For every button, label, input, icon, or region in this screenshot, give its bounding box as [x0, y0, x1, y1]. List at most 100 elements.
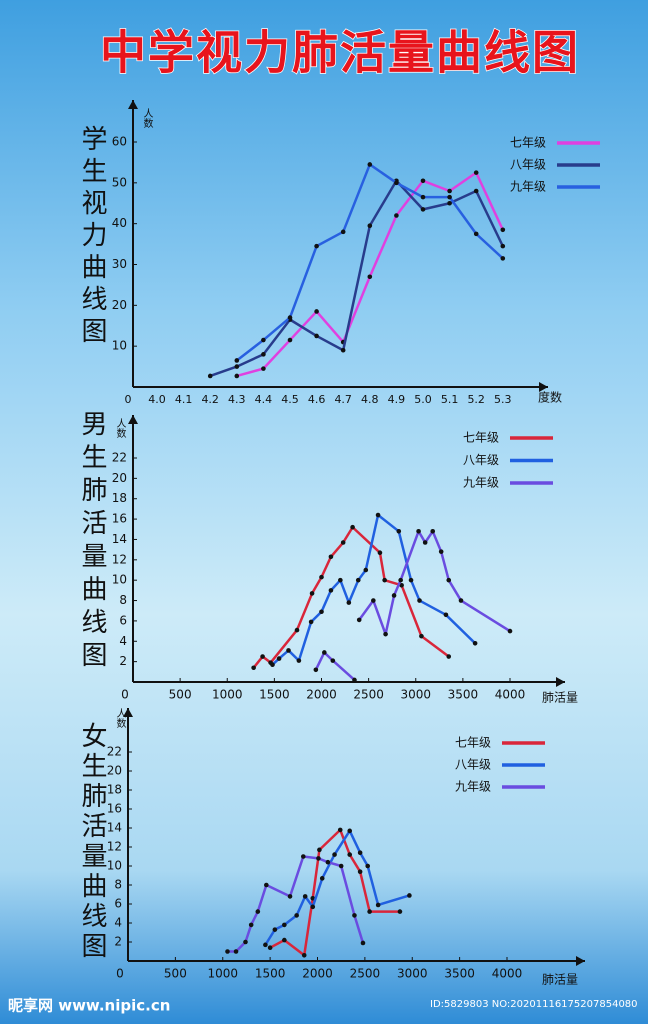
data-point: [319, 574, 324, 580]
y-tick-label: 12: [107, 840, 122, 854]
data-point: [338, 863, 344, 869]
data-point: [360, 940, 366, 946]
data-point: [234, 364, 240, 369]
x-tick-label: 2000: [306, 688, 337, 702]
y-tick-label: 2: [114, 935, 122, 949]
data-point: [350, 524, 355, 530]
x-tick-label: 4000: [492, 967, 523, 981]
data-point: [447, 194, 452, 200]
data-point: [430, 529, 436, 534]
data-point: [272, 927, 278, 932]
x-tick-label: 0: [116, 967, 124, 981]
data-point: [357, 850, 363, 855]
y-arrow: [128, 415, 138, 424]
chart-title: 女生肺活量曲线图: [77, 722, 107, 962]
y-axis-label: 人数: [141, 108, 152, 128]
data-point: [500, 227, 506, 233]
data-point: [396, 529, 402, 534]
data-point: [225, 949, 230, 954]
data-point: [352, 913, 357, 918]
data-point: [325, 859, 331, 865]
data-point: [276, 656, 282, 661]
data-point: [377, 550, 383, 555]
x-tick-label: 4.2: [201, 393, 219, 406]
data-point: [260, 654, 265, 659]
data-point: [382, 577, 387, 583]
x-tick-label: 1000: [207, 967, 238, 981]
data-point: [416, 529, 421, 534]
data-point: [375, 512, 381, 518]
y-tick-label: 16: [112, 512, 127, 526]
data-point: [340, 540, 346, 545]
x-tick-label: 5.1: [441, 393, 459, 406]
data-point: [251, 665, 256, 671]
y-tick-label: 22: [107, 745, 122, 759]
x-tick-label: 2500: [350, 967, 381, 981]
x-tick-label: 4.5: [281, 393, 299, 406]
x-axis-label: 肺活量: [542, 691, 578, 705]
data-point: [234, 358, 240, 363]
x-tick-label: 4.4: [255, 393, 273, 406]
x-tick-label: 2500: [353, 688, 384, 702]
y-tick-label: 10: [112, 339, 127, 353]
data-point: [473, 170, 479, 175]
y-axis-label: 人数: [114, 708, 125, 728]
poster-title: 中学视力肺活量曲线图: [100, 26, 580, 80]
data-point: [347, 828, 353, 834]
y-tick-label: 18: [107, 783, 122, 797]
x-tick-label: 0: [121, 688, 129, 702]
data-point: [356, 617, 362, 623]
data-point: [255, 909, 261, 914]
data-point: [332, 852, 337, 857]
data-point: [367, 274, 373, 280]
data-point: [398, 577, 403, 583]
data-point: [446, 654, 452, 659]
data-point: [443, 612, 449, 618]
data-point: [328, 588, 334, 593]
data-point: [270, 662, 275, 667]
data-point: [330, 658, 336, 663]
x-tick-label: 3500: [448, 688, 479, 702]
y-tick-label: 6: [114, 897, 122, 911]
x-arrow: [539, 382, 548, 392]
series-line: [358, 530, 511, 636]
data-point: [375, 902, 381, 908]
y-tick-label: 22: [112, 451, 127, 465]
data-point: [319, 609, 324, 615]
y-tick-label: 8: [114, 878, 122, 892]
image-id: ID:5829803 NO:20201116175207854080: [430, 999, 638, 1010]
data-point: [286, 648, 291, 653]
data-point: [302, 894, 308, 899]
data-point: [301, 953, 307, 958]
data-point: [314, 243, 319, 249]
data-point: [367, 223, 373, 229]
data-point: [408, 577, 414, 583]
data-point: [314, 333, 319, 339]
y-arrow: [128, 100, 138, 109]
data-point: [322, 650, 327, 655]
data-point: [352, 677, 357, 683]
data-point: [420, 178, 426, 184]
y-tick-label: 4: [119, 634, 127, 648]
data-point: [473, 231, 479, 237]
legend-label: 九年级: [455, 780, 491, 794]
data-point: [300, 854, 306, 859]
data-point: [507, 628, 513, 634]
data-point: [282, 937, 287, 943]
data-point: [438, 549, 444, 554]
x-tick-label: 4.8: [361, 393, 379, 406]
x-tick-label: 1500: [259, 688, 290, 702]
data-point: [407, 893, 412, 898]
x-tick-label: 500: [169, 688, 192, 702]
data-point: [500, 256, 506, 261]
legend-label: 九年级: [463, 476, 499, 490]
data-point: [391, 593, 397, 598]
data-point: [472, 641, 478, 646]
x-tick-label: 5.0: [414, 393, 432, 406]
y-tick-label: 30: [112, 257, 127, 271]
y-tick-label: 14: [107, 821, 122, 835]
data-point: [394, 213, 399, 218]
legend-label: 七年级: [463, 431, 499, 445]
data-point: [261, 366, 266, 371]
